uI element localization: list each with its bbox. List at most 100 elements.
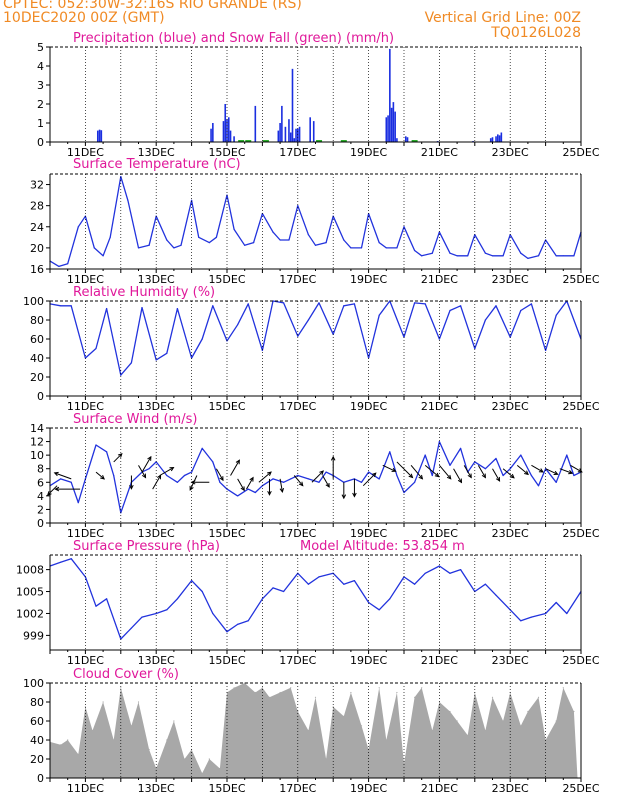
temp-point (180, 244, 182, 246)
x-tick-label: 15DEC (208, 273, 245, 286)
cloud-point (77, 753, 79, 755)
temp-point (414, 249, 416, 252)
wind-arrow-head (553, 470, 559, 475)
precip-bar (390, 107, 393, 142)
pressure-point (106, 598, 108, 600)
y-tick-label: 6 (37, 476, 44, 489)
x-tick-label: 23DEC (492, 654, 529, 667)
precip-bar (226, 119, 228, 142)
wind-arrow-head (509, 473, 515, 479)
wind-arrow (293, 475, 304, 487)
wind-arrow (46, 485, 58, 496)
cloud-point (467, 734, 469, 736)
precip-bar (500, 132, 503, 142)
cloud-point (208, 758, 210, 760)
precip-bar (498, 135, 501, 142)
precip-bar (222, 121, 225, 142)
wind-arrow (453, 468, 463, 484)
precip-bar (295, 128, 297, 142)
wind-arrow-head (100, 475, 105, 480)
precip-bar (98, 129, 101, 142)
x-tick-label: 15DEC (208, 400, 245, 413)
x-tick-label: 21DEC (421, 527, 458, 540)
wind-point (389, 451, 391, 453)
x-tick-label: 15DEC (208, 146, 245, 159)
temp-point (127, 199, 129, 201)
wind-arrow-shaft (396, 461, 413, 478)
x-tick-label: 13DEC (138, 146, 175, 159)
wind-point (325, 471, 327, 473)
wind-arrow-shaft (237, 478, 245, 491)
wind-point (148, 468, 150, 470)
pressure-point (166, 609, 168, 611)
rh-point (484, 319, 486, 321)
cloud-point (562, 687, 564, 689)
snow-bar (262, 140, 269, 142)
model-id: TQ0126L028 (491, 25, 581, 41)
pressure-point (460, 569, 462, 571)
y-tick-label: 10 (30, 449, 44, 462)
y-tick-label: 1002 (16, 607, 44, 620)
pressure-point (226, 631, 228, 633)
wind-arrow-shaft (439, 465, 452, 480)
wind-arrow-head (129, 484, 134, 490)
temp-point (233, 228, 235, 230)
wind-arrow-head (147, 455, 152, 461)
wind-point (509, 468, 511, 470)
y-tick-label: 40 (30, 352, 44, 365)
cloud-point (307, 729, 309, 732)
rh-point (545, 349, 547, 351)
cloud-point (314, 696, 317, 698)
cloud-point (219, 767, 221, 770)
wind-arrow-head (568, 469, 574, 475)
wind-arrow-head (577, 468, 583, 473)
temp-point (555, 255, 557, 257)
panel-title: Cloud Cover (%) (73, 667, 179, 682)
wind-arrow-shaft (559, 468, 573, 474)
x-tick-label: 25DEC (562, 527, 599, 540)
rh-point (247, 303, 249, 305)
temp-point (102, 255, 104, 257)
cloud-point (120, 687, 122, 689)
cloud-point (279, 691, 281, 694)
pressure-point (555, 601, 557, 604)
temp-point (403, 226, 405, 228)
pressure-point (201, 590, 203, 593)
wind-arrow-shaft (502, 468, 515, 479)
run-datetime: 10DEC2020 00Z (GMT) (3, 10, 165, 26)
temp-point (253, 242, 255, 244)
y-tick-label: 1008 (16, 564, 44, 577)
precip-bar (96, 130, 99, 142)
temp-point (173, 247, 175, 249)
y-tick-label: 3 (37, 79, 44, 92)
temp-point (215, 236, 217, 238)
wind-arrow-shaft (410, 465, 423, 480)
pressure-point (378, 609, 380, 611)
wind-arrow (152, 474, 162, 490)
cloud-point (484, 729, 486, 732)
cloud-point (166, 739, 168, 741)
pressure-point (155, 612, 157, 615)
temp-point (307, 234, 309, 236)
wind-arrow (141, 455, 152, 473)
pressure-point (307, 583, 309, 585)
pressure-point (353, 580, 355, 582)
x-tick-label: 17DEC (279, 146, 316, 159)
pressure-point (545, 612, 547, 615)
temp-point (456, 255, 458, 257)
temp-point (77, 226, 79, 228)
wind-point (191, 471, 193, 473)
x-tick-label: 13DEC (138, 654, 175, 667)
x-tick-label: 23DEC (492, 400, 529, 413)
wind-arrow-head (330, 455, 336, 461)
cloud-point (414, 696, 416, 698)
precip-bar (406, 137, 409, 142)
rh-point (424, 303, 426, 305)
panel-title: Surface Temperature (nC) (73, 157, 241, 172)
temp-point (421, 255, 423, 257)
wind-arrow (463, 465, 472, 479)
wind-arrow (215, 468, 224, 482)
pressure-point (566, 612, 568, 615)
x-tick-label: 19DEC (350, 273, 387, 286)
wind-arrow-head (279, 487, 285, 494)
